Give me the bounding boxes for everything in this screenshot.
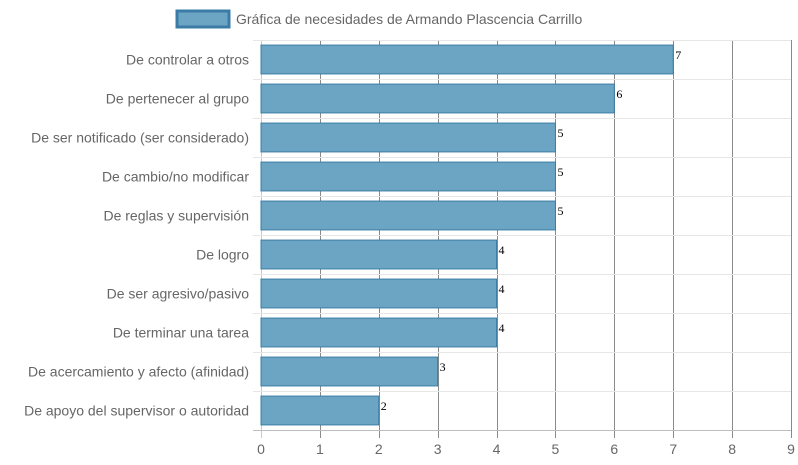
- x-tick-label-6: 6: [610, 441, 618, 457]
- x-tick-label-7: 7: [669, 441, 677, 457]
- value-label-2: 6: [616, 87, 622, 101]
- bar-9[interactable]: [260, 356, 439, 387]
- value-label-10: 2: [381, 399, 387, 413]
- bar-2[interactable]: [260, 83, 615, 114]
- category-label-5: De reglas y supervisión: [103, 208, 249, 224]
- value-label-1: 7: [675, 48, 681, 62]
- value-label-4: 5: [557, 165, 563, 179]
- value-label-3: 5: [557, 126, 563, 140]
- x-tick-label-9: 9: [787, 441, 795, 457]
- value-label-7: 4: [499, 282, 505, 296]
- x-tick-label-0: 0: [257, 441, 265, 457]
- bar-5[interactable]: [260, 200, 556, 231]
- x-tick-label-2: 2: [375, 441, 383, 457]
- category-label-4: De cambio/no modificar: [102, 169, 249, 185]
- category-label-7: De ser agresivo/pasivo: [107, 286, 250, 302]
- x-tick-label-8: 8: [728, 441, 736, 457]
- category-label-10: De apoyo del supervisor o autoridad: [24, 403, 249, 419]
- x-axis-tick-labels: 0 1 2 3 4 5 6 7 8 9: [257, 441, 795, 457]
- value-label-6: 4: [499, 243, 505, 257]
- bar-4[interactable]: [260, 161, 556, 192]
- legend[interactable]: Gráfica de necesidades de Armando Plasce…: [175, 9, 583, 29]
- value-labels: 7 6 5 5 5 4 4 4 3 2: [381, 48, 681, 413]
- legend-swatch[interactable]: [175, 9, 231, 29]
- legend-label[interactable]: Gráfica de necesidades de Armando Plasce…: [236, 11, 583, 27]
- x-tick-label-1: 1: [316, 441, 324, 457]
- category-label-1: De controlar a otros: [126, 52, 249, 68]
- x-tick-label-5: 5: [552, 441, 560, 457]
- category-label-9: De acercamiento y afecto (afinidad): [28, 364, 249, 380]
- value-label-8: 4: [499, 321, 505, 335]
- bars: [260, 44, 674, 426]
- bar-8[interactable]: [260, 317, 498, 348]
- bar-10[interactable]: [260, 395, 380, 426]
- category-label-2: De pertenecer al grupo: [106, 91, 249, 107]
- category-label-8: De terminar una tarea: [113, 325, 249, 341]
- bar-6[interactable]: [260, 239, 498, 270]
- category-labels: De controlar a otros De pertenecer al gru…: [24, 52, 249, 419]
- bar-3[interactable]: [260, 122, 556, 153]
- category-label-3: De ser notificado (ser considerado): [31, 130, 249, 146]
- x-tick-label-4: 4: [493, 441, 501, 457]
- bar-7[interactable]: [260, 278, 498, 309]
- category-label-6: De logro: [196, 247, 249, 263]
- value-label-9: 3: [440, 360, 446, 374]
- horizontal-gridlines: [253, 40, 791, 431]
- x-tick-label-3: 3: [434, 441, 442, 457]
- value-label-5: 5: [557, 204, 563, 218]
- bar-1[interactable]: [260, 44, 674, 75]
